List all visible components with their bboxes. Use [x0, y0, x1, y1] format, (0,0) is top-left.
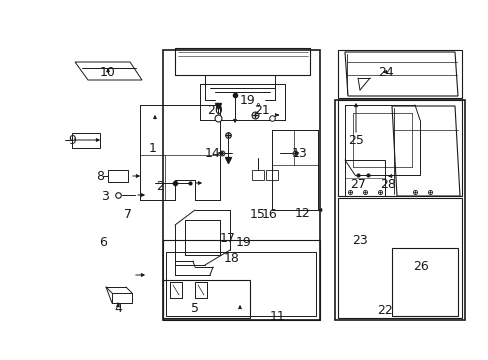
Text: 16: 16 [262, 207, 277, 220]
Polygon shape [345, 52, 457, 96]
Text: 25: 25 [347, 134, 363, 147]
Text: 28: 28 [379, 177, 395, 190]
Text: 27: 27 [349, 177, 365, 190]
Text: 24: 24 [377, 66, 393, 78]
Bar [345, 160, 384, 196]
Text: 22: 22 [376, 303, 392, 316]
Bar [337, 50, 461, 98]
Bar [334, 100, 464, 320]
Bar [337, 100, 461, 196]
Text: 20: 20 [206, 104, 223, 117]
Text: 7: 7 [124, 207, 132, 220]
Text: 6: 6 [99, 237, 107, 249]
Bar [163, 280, 249, 318]
Bar [165, 252, 315, 316]
Text: 5: 5 [191, 302, 199, 315]
Text: 26: 26 [412, 261, 428, 274]
Text: 14: 14 [204, 147, 221, 159]
Polygon shape [391, 106, 459, 196]
Bar [251, 170, 264, 180]
Text: 15: 15 [249, 207, 265, 220]
Bar [108, 170, 128, 182]
Text: 19: 19 [240, 94, 255, 107]
Text: 18: 18 [224, 252, 240, 265]
Bar [337, 198, 461, 318]
Text: °: ° [255, 103, 260, 113]
Bar [391, 248, 457, 316]
Text: 17: 17 [220, 231, 235, 244]
Bar [163, 240, 319, 320]
Bar [265, 170, 278, 180]
Text: 11: 11 [269, 310, 285, 323]
Text: 23: 23 [351, 234, 367, 247]
Text: 10: 10 [100, 66, 116, 78]
Text: 8: 8 [96, 170, 104, 183]
Text: 13: 13 [291, 147, 307, 159]
Text: 12: 12 [295, 207, 310, 220]
Polygon shape [75, 62, 142, 80]
Text: 3: 3 [101, 189, 109, 202]
Bar [72, 133, 100, 148]
Text: 19: 19 [236, 237, 251, 249]
Text: 1: 1 [149, 141, 157, 154]
Text: 21: 21 [254, 104, 269, 117]
Bar [163, 50, 319, 320]
Text: 4: 4 [114, 302, 122, 315]
Text: 2: 2 [156, 180, 163, 193]
Text: 9: 9 [68, 134, 76, 147]
